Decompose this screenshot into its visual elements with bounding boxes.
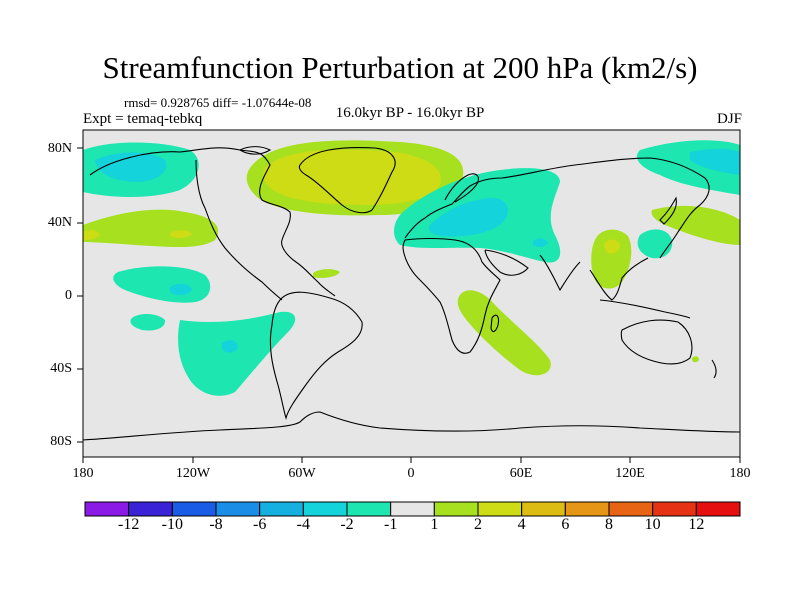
contour-tropical-pacific-core xyxy=(170,283,192,296)
contour-asia-small-core xyxy=(533,238,548,248)
colorbar-box xyxy=(84,501,130,517)
coast-japan xyxy=(659,196,677,225)
coastlines xyxy=(83,146,740,441)
coast-madagascar xyxy=(490,314,500,333)
lon-label-60e: 60E xyxy=(509,466,533,481)
colorbar-box xyxy=(608,501,654,517)
contour-north-pacific-core-east xyxy=(170,230,192,239)
contour-north-atlantic-core xyxy=(263,149,441,205)
colorbar-box xyxy=(695,501,741,517)
contour-north-pacific-band xyxy=(83,209,219,248)
coast-southeast-asia xyxy=(589,257,649,301)
contour-east-africa xyxy=(457,290,551,376)
lat-label-80s: 80S xyxy=(50,434,72,449)
contour-eurasia-low-core xyxy=(428,198,508,237)
contour-north-pacific-core xyxy=(83,229,100,240)
coast-arctic-islands xyxy=(238,146,272,155)
colorbar-box xyxy=(433,501,479,517)
colorbar-label: -8 xyxy=(209,516,223,533)
lat-label-0: 0 xyxy=(65,288,72,303)
contour-australia-small xyxy=(692,356,699,363)
colorbar-label: 8 xyxy=(605,516,613,533)
coast-scandinavia xyxy=(444,173,479,203)
contour-east-asia-core xyxy=(604,239,620,254)
stats-text: rmsd= 0.928765 diff= -1.07644e-08 xyxy=(124,95,312,110)
season-label: DJF xyxy=(716,111,742,127)
coast-greenland xyxy=(298,147,396,214)
colorbar-label: -12 xyxy=(117,516,140,533)
contour-south-pacific-low xyxy=(130,314,166,331)
contour-south-pacific-band-core xyxy=(222,340,238,353)
contour-east-asia xyxy=(591,229,632,289)
colorbar-boxes xyxy=(84,501,741,517)
colorbar-box xyxy=(128,501,173,517)
colorbar-label: -4 xyxy=(296,516,310,533)
colorbar-box xyxy=(171,501,217,517)
colorbar-box xyxy=(259,501,304,517)
lon-label-120e: 120E xyxy=(615,466,645,481)
coast-south-america xyxy=(269,291,363,420)
colorbar-label: -6 xyxy=(252,516,267,533)
field-contours xyxy=(83,140,740,396)
lat-label-40s: 40S xyxy=(50,361,72,376)
colorbar-box xyxy=(652,501,697,517)
lon-label-180e: 180 xyxy=(729,466,751,481)
colorbar-label: 6 xyxy=(561,516,570,533)
coast-arabia xyxy=(484,249,529,276)
lon-label-0: 0 xyxy=(407,466,415,481)
colorbar-label: 10 xyxy=(644,516,661,533)
contour-alaska-low-core xyxy=(95,152,167,182)
coast-europe xyxy=(404,157,710,259)
coast-india xyxy=(539,254,581,292)
colorbar-label: 4 xyxy=(517,516,526,533)
coast-antarctica xyxy=(83,411,740,441)
contour-atlantic-small xyxy=(313,269,340,278)
contour-south-pacific-band xyxy=(178,311,296,396)
coast-new-zealand xyxy=(711,359,717,379)
coast-australia xyxy=(620,319,693,365)
contour-siberia-low-core xyxy=(690,149,740,175)
coast-north-america xyxy=(89,147,336,297)
colorbar-label: -1 xyxy=(383,516,398,533)
lon-label-180w: 180 xyxy=(72,466,94,481)
colorbar-label: -10 xyxy=(161,516,183,533)
colorbar-box xyxy=(521,501,566,517)
colorbar-label: 2 xyxy=(474,516,482,533)
contour-china-low xyxy=(637,229,673,259)
map-ticks xyxy=(77,147,741,463)
coast-north-america-west xyxy=(195,159,283,301)
contour-west-pacific xyxy=(651,205,740,245)
colorbar-box xyxy=(477,501,523,517)
lat-label-40n: 40N xyxy=(47,215,72,230)
colorbar-label: -2 xyxy=(340,516,354,533)
chart-title: Streamfunction Perturbation at 200 hPa (… xyxy=(102,50,698,85)
lat-label-80n: 80N xyxy=(47,141,72,156)
colorbar-label: 12 xyxy=(688,516,705,533)
coast-indonesia xyxy=(599,299,691,319)
colorbar-box xyxy=(390,501,435,517)
colorbar-box xyxy=(564,501,610,517)
coast-africa xyxy=(402,237,501,354)
colorbar-label: 1 xyxy=(430,516,439,533)
colorbar-box xyxy=(215,501,261,517)
experiment-label: Expt = temaq-tebkq xyxy=(83,111,203,127)
lon-label-60w: 60W xyxy=(288,466,316,481)
period-label: 16.0kyr BP - 16.0kyr BP xyxy=(335,105,485,121)
colorbar-box xyxy=(302,501,348,517)
colorbar-box xyxy=(346,501,392,517)
lon-label-120w: 120W xyxy=(175,466,211,481)
